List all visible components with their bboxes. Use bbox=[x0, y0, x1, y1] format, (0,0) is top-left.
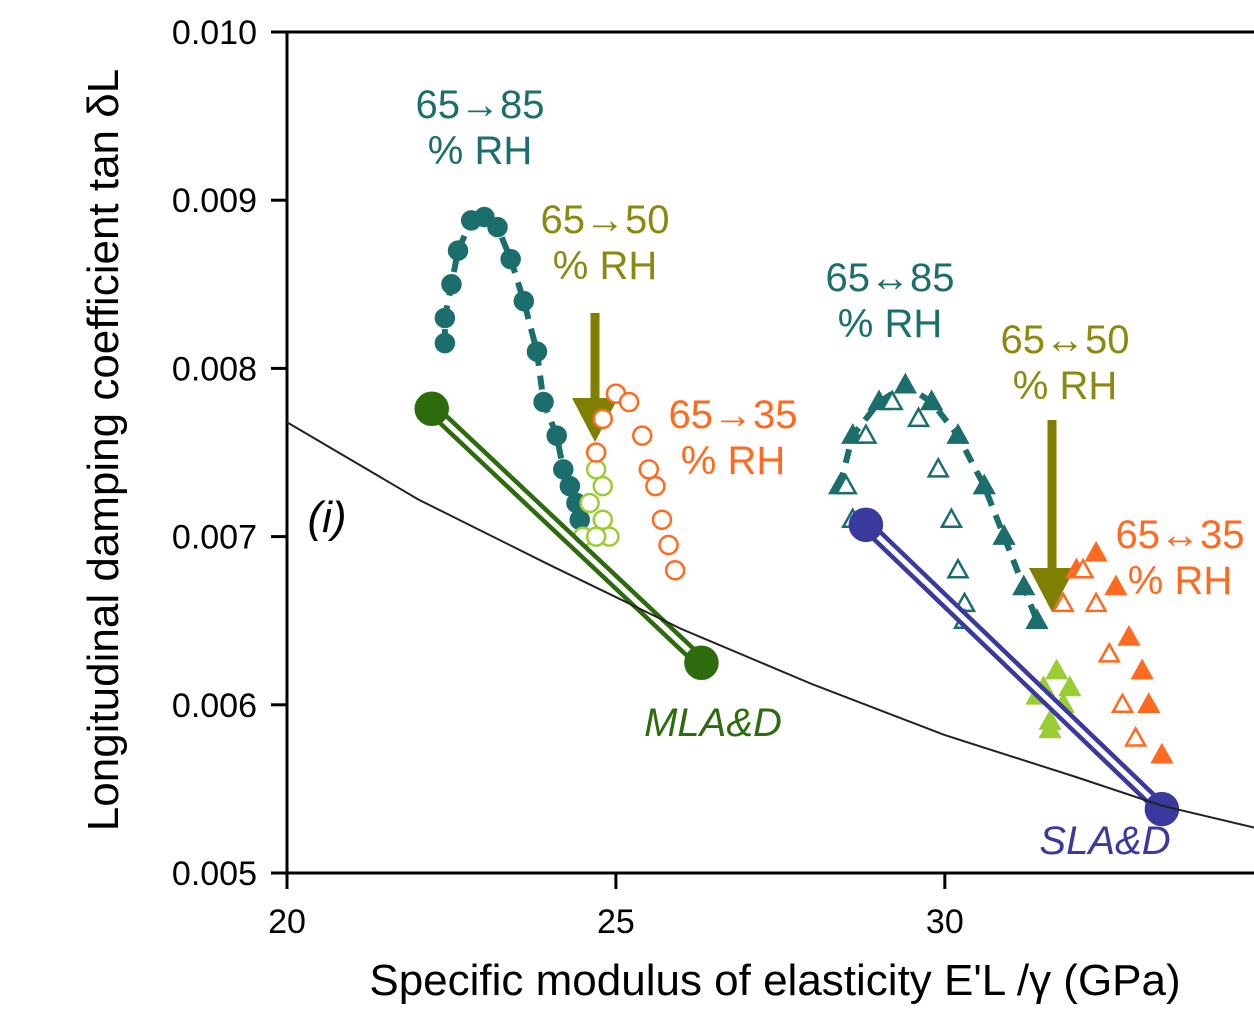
y-tick-label: 0.008 bbox=[172, 350, 257, 388]
point bbox=[1097, 641, 1121, 663]
series-line-inner bbox=[430, 406, 704, 665]
point bbox=[546, 425, 567, 446]
point bbox=[1038, 717, 1062, 739]
series-label: MLA&D bbox=[644, 701, 782, 745]
point bbox=[434, 307, 456, 329]
series-label: 65→35 % RH bbox=[668, 393, 798, 483]
point bbox=[893, 372, 917, 394]
series bbox=[414, 391, 719, 680]
point bbox=[992, 524, 1016, 545]
x-tick-label: 20 bbox=[268, 903, 306, 941]
series-line bbox=[836, 381, 1040, 622]
point bbox=[834, 473, 858, 495]
point bbox=[645, 475, 666, 497]
point bbox=[569, 509, 590, 531]
point bbox=[1104, 574, 1128, 596]
point bbox=[1117, 624, 1141, 646]
series-label: 65↔85 % RH bbox=[825, 256, 955, 346]
point bbox=[592, 408, 614, 430]
point bbox=[414, 391, 449, 427]
point bbox=[946, 557, 970, 579]
point bbox=[1137, 692, 1161, 714]
point bbox=[553, 459, 574, 480]
y-tick-label: 0.010 bbox=[172, 14, 257, 52]
point bbox=[559, 475, 581, 497]
point bbox=[1051, 591, 1075, 613]
series-label: 65→50 % RH bbox=[540, 198, 670, 288]
point bbox=[651, 509, 673, 531]
point bbox=[1123, 725, 1148, 747]
point bbox=[585, 526, 607, 547]
series-line bbox=[286, 421, 1254, 829]
point bbox=[1012, 574, 1036, 596]
point bbox=[926, 456, 950, 478]
point bbox=[1084, 591, 1108, 613]
point bbox=[1110, 692, 1135, 714]
point bbox=[848, 507, 884, 543]
point bbox=[880, 389, 904, 411]
point bbox=[474, 206, 495, 228]
point bbox=[1058, 675, 1082, 697]
series-line-inner bbox=[864, 523, 1164, 811]
series bbox=[434, 206, 590, 531]
series-label: 65→85 % RH bbox=[415, 83, 545, 173]
point bbox=[533, 391, 554, 413]
x-tick-label: 25 bbox=[597, 903, 635, 941]
series-label: SLA&D bbox=[1039, 819, 1171, 863]
series bbox=[585, 383, 686, 581]
point bbox=[592, 509, 614, 531]
y-tick-label: 0.007 bbox=[172, 519, 257, 557]
point bbox=[500, 248, 521, 270]
series bbox=[572, 459, 620, 547]
y-tick-label: 0.006 bbox=[172, 687, 257, 725]
point bbox=[585, 459, 607, 480]
series-label: 65↔50 % RH bbox=[1000, 318, 1130, 408]
point bbox=[1130, 658, 1154, 680]
point bbox=[434, 332, 456, 354]
point bbox=[579, 492, 600, 514]
point bbox=[854, 423, 878, 444]
point bbox=[1084, 540, 1108, 562]
y-axis-label: Longitudinal damping coefficient tan δL bbox=[79, 69, 128, 831]
point bbox=[441, 274, 462, 295]
point bbox=[1150, 742, 1174, 764]
point bbox=[906, 406, 931, 428]
point bbox=[631, 425, 653, 446]
point bbox=[972, 473, 996, 495]
point bbox=[684, 645, 719, 680]
point bbox=[487, 216, 508, 238]
point bbox=[946, 423, 970, 444]
point bbox=[920, 389, 944, 411]
point bbox=[447, 240, 469, 261]
point bbox=[1071, 557, 1095, 579]
point bbox=[513, 290, 535, 312]
y-tick-label: 0.005 bbox=[172, 855, 257, 893]
series bbox=[1051, 557, 1148, 747]
x-axis-label: Specific modulus of elasticity E'L /γ (G… bbox=[369, 956, 1180, 1005]
point bbox=[1025, 608, 1049, 629]
point bbox=[658, 534, 679, 556]
series-label: 65↔35 % RH bbox=[1115, 513, 1245, 603]
point bbox=[1045, 658, 1069, 680]
point bbox=[618, 391, 640, 413]
point bbox=[526, 341, 548, 362]
point bbox=[664, 559, 686, 581]
x-tick-label: 30 bbox=[926, 903, 964, 941]
point bbox=[939, 507, 964, 529]
point bbox=[592, 475, 614, 497]
series bbox=[286, 421, 1254, 829]
y-tick-label: 0.009 bbox=[172, 182, 257, 220]
annotation: (i) bbox=[307, 493, 346, 542]
point bbox=[585, 442, 607, 463]
